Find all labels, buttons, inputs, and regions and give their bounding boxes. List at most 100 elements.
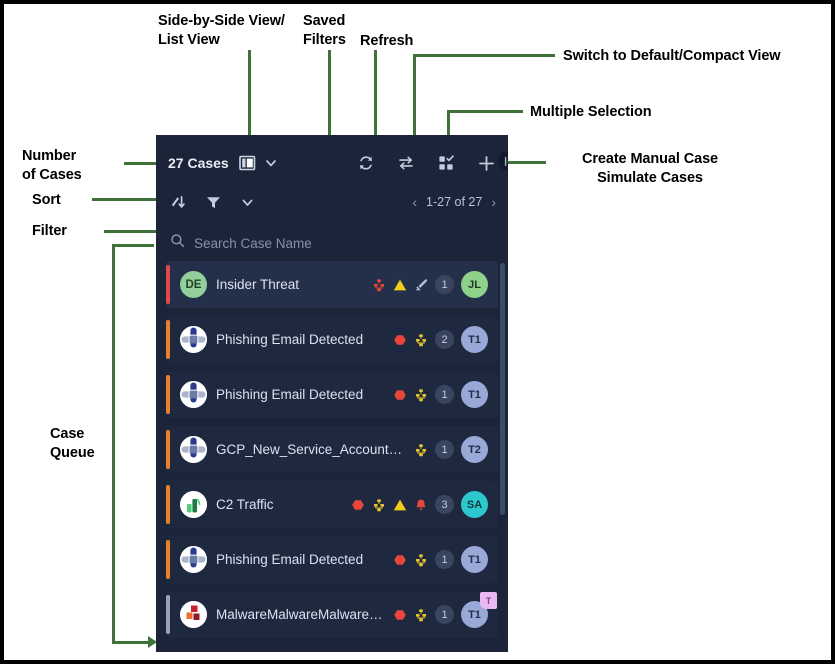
- warning-triangle-icon: [393, 278, 407, 292]
- case-severity-bar: [166, 265, 170, 304]
- refresh-icon[interactable]: [357, 154, 375, 172]
- case-severity-bar: [166, 375, 170, 414]
- network-yellow-icon: [414, 333, 428, 347]
- case-name: Insider Threat: [216, 277, 300, 292]
- case-name: C2 Traffic: [216, 497, 274, 512]
- case-queue-panel: 27 Cases: [156, 135, 508, 652]
- case-list[interactable]: DE Insider Threat 1 JL Phishing Email Detect…: [156, 261, 508, 652]
- case-assignee-avatar[interactable]: T1: [461, 546, 488, 573]
- network-red-icon: [372, 278, 386, 292]
- leader-arrow-case-queue: [148, 636, 157, 648]
- case-note-flag[interactable]: T: [480, 592, 497, 609]
- case-name: GCP_New_Service_Account_Cre…: [216, 442, 408, 457]
- leader-case-queue-h-bottom: [112, 641, 150, 644]
- case-badges: 1 T1 T: [393, 592, 497, 628]
- network-yellow-icon: [414, 608, 428, 622]
- case-row[interactable]: C2 Traffic 3 SA: [166, 481, 498, 528]
- pagination-next-button[interactable]: ›: [491, 194, 496, 210]
- panel-filterbar: ‹ 1-27 of 27 ›: [156, 183, 508, 221]
- saved-filters-chevron-down-icon[interactable]: [240, 195, 255, 210]
- panel-toolbar: 27 Cases: [156, 135, 508, 191]
- case-assignee-avatar[interactable]: JL: [461, 271, 488, 298]
- leader-multi-select-v: [447, 110, 450, 148]
- case-badges: 1 T1: [393, 381, 488, 408]
- annotation-filter: Filter: [32, 223, 67, 239]
- case-name: Phishing Email Detected: [216, 387, 364, 402]
- case-source-icon-phishing: [180, 326, 207, 353]
- leader-case-queue-h-top: [112, 244, 154, 247]
- multiple-selection-icon[interactable]: [437, 154, 455, 172]
- case-assignee-avatar[interactable]: T1: [461, 326, 488, 353]
- network-yellow-icon: [372, 498, 386, 512]
- case-badges: 2 T1: [393, 326, 488, 353]
- case-severity-bar: [166, 430, 170, 469]
- pagination: ‹ 1-27 of 27 ›: [412, 194, 496, 210]
- case-assignee-initials: T1: [468, 388, 481, 401]
- case-assignee-initials: T1: [468, 553, 481, 566]
- case-badges: 3 SA: [351, 491, 488, 518]
- case-name: Phishing Email Detected: [216, 332, 364, 347]
- case-assignee-avatar[interactable]: SA: [461, 491, 488, 518]
- case-alert-count: 1: [435, 605, 454, 624]
- leader-multi-select-h: [447, 110, 523, 113]
- network-yellow-icon: [414, 388, 428, 402]
- annotation-create-manual-case: Create Manual Case Simulate Cases: [581, 151, 718, 186]
- case-row[interactable]: Phishing Email Detected 1 T1: [166, 371, 498, 418]
- red-hexagon-icon: [351, 498, 365, 512]
- view-chevron-down-icon[interactable]: [264, 156, 278, 170]
- case-source-icon-chart: [180, 491, 207, 518]
- case-list-scrollbar-thumb[interactable]: [500, 263, 505, 515]
- case-alert-count: 1: [435, 550, 454, 569]
- search-input[interactable]: [194, 235, 454, 251]
- red-hexagon-icon: [393, 608, 407, 622]
- case-list-scrollbar[interactable]: [500, 263, 505, 636]
- case-avatar-initials: DE: [180, 271, 207, 298]
- filter-funnel-icon[interactable]: [205, 194, 222, 211]
- annotation-number-of-cases: Number of Cases: [22, 148, 82, 183]
- side-by-side-view-icon[interactable]: [238, 155, 256, 171]
- case-row[interactable]: GCP_New_Service_Account_Cre… 1 T2: [166, 426, 498, 473]
- case-source-icon-phishing: [180, 546, 207, 573]
- case-source-icon-phishing: [180, 381, 207, 408]
- leader-saved-filters-v: [328, 50, 331, 200]
- annotation-case-queue: Case Queue: [50, 426, 95, 461]
- annotation-switch-view: Switch to Default/Compact View: [563, 48, 781, 64]
- switch-view-icon[interactable]: [397, 154, 415, 172]
- case-assignee-initials: T2: [468, 443, 481, 456]
- case-row[interactable]: Phishing Email Detected 1 T1: [166, 536, 498, 583]
- case-assignee-initials: T1: [468, 608, 481, 621]
- case-severity-bar: [166, 485, 170, 524]
- case-assignee-initials: JL: [468, 278, 481, 291]
- leader-case-queue-v: [112, 244, 115, 644]
- cases-count-label: 27 Cases: [168, 155, 229, 171]
- leader-switch-view-v: [413, 54, 416, 148]
- warning-triangle-icon: [393, 498, 407, 512]
- case-assignee-initials: SA: [466, 498, 483, 511]
- case-assignee-avatar[interactable]: T1 T: [461, 592, 497, 628]
- case-badges: 1 T1: [393, 546, 488, 573]
- case-row[interactable]: Phishing Email Detected 2 T1: [166, 316, 498, 363]
- case-assignee-avatar[interactable]: T2: [461, 436, 488, 463]
- bell-red-icon: [414, 498, 428, 512]
- case-source-icon-malware: [180, 601, 207, 628]
- collapse-panel-icon[interactable]: [498, 151, 508, 171]
- case-assignee-avatar[interactable]: T1: [461, 381, 488, 408]
- case-alert-count: 2: [435, 330, 454, 349]
- case-name: MalwareMalwareMalwareM…: [216, 607, 387, 622]
- case-assignee-initials: T1: [468, 333, 481, 346]
- sort-icon[interactable]: [168, 194, 187, 211]
- case-name: Phishing Email Detected: [216, 552, 364, 567]
- case-severity-bar: [166, 540, 170, 579]
- leader-create-case-h: [504, 161, 546, 164]
- case-source-icon-phishing: [180, 436, 207, 463]
- search-icon: [170, 233, 185, 253]
- leader-number-of-cases: [124, 162, 166, 165]
- case-alert-count: 1: [435, 275, 454, 294]
- case-row[interactable]: MalwareMalwareMalwareM… 1 T1 T: [166, 591, 498, 638]
- pagination-prev-button[interactable]: ‹: [412, 194, 418, 210]
- case-row[interactable]: DE Insider Threat 1 JL: [166, 261, 498, 308]
- red-hexagon-icon: [393, 388, 407, 402]
- red-hexagon-icon: [393, 553, 407, 567]
- create-manual-case-plus-icon[interactable]: [477, 154, 496, 173]
